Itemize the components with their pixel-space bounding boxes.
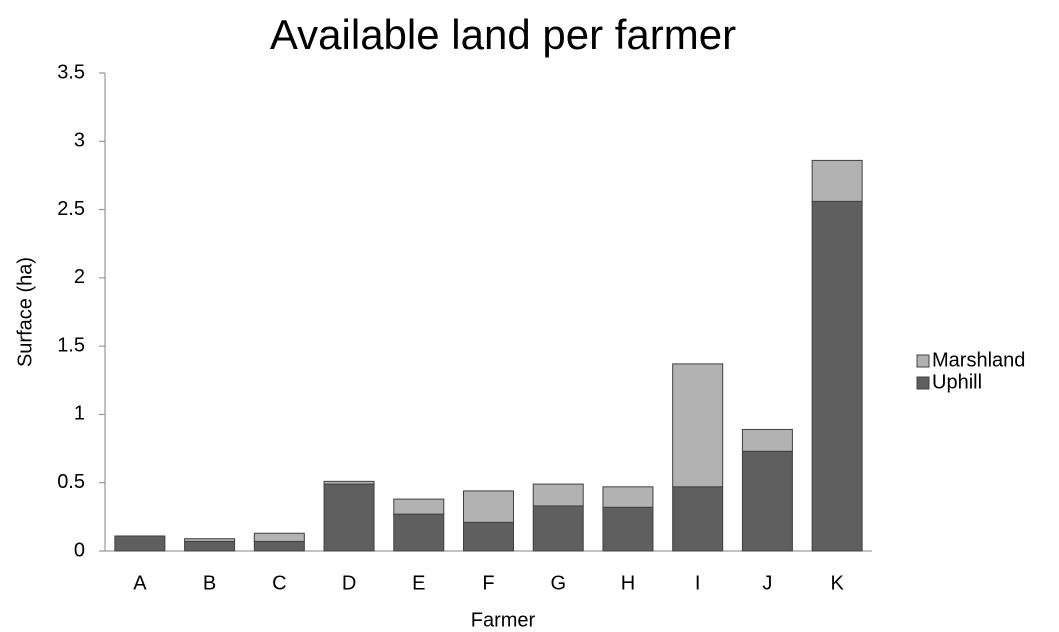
x-tick-label: C	[272, 572, 286, 594]
y-axis-label: Surface (ha)	[14, 257, 36, 367]
x-tick-label: J	[762, 572, 772, 594]
bar-segment	[323, 483, 375, 552]
bar-segment	[184, 538, 236, 542]
y-tick-label: 2.5	[57, 198, 85, 220]
bar-segment	[323, 480, 375, 485]
bar-segment	[114, 535, 166, 552]
x-tick-label: F	[482, 572, 494, 594]
x-tick-label: E	[412, 572, 425, 594]
bar-segment	[602, 506, 654, 552]
x-tick-label: D	[342, 572, 356, 594]
legend-label: Marshland	[932, 349, 1025, 371]
bar-segment	[253, 540, 305, 552]
bar-segment	[741, 450, 793, 552]
bar-segment	[672, 486, 724, 552]
y-tick-label: 2	[74, 266, 85, 288]
bar-segment	[672, 363, 724, 488]
legend-label: Uphill	[932, 371, 982, 393]
y-tick-label: 0	[74, 539, 85, 561]
bar-segment	[463, 490, 514, 523]
bar-segment	[741, 428, 793, 452]
bar-segment	[532, 505, 584, 552]
legend-swatch	[916, 354, 930, 368]
x-tick-label: A	[133, 572, 147, 594]
x-tick-label: G	[550, 572, 566, 594]
x-tick-label: I	[695, 572, 701, 594]
bar-segment	[532, 483, 584, 507]
x-tick-label: K	[830, 572, 844, 594]
bar-segment	[393, 498, 445, 515]
bar-segment	[811, 159, 863, 202]
x-tick-label: H	[621, 572, 635, 594]
y-tick-label: 3	[74, 130, 85, 152]
chart-title: Available land per farmer	[270, 11, 736, 58]
y-tick-label: 1	[74, 403, 85, 425]
bar-segment	[811, 200, 863, 552]
y-tick-label: 3.5	[57, 61, 85, 83]
y-tick-label: 1.5	[57, 334, 85, 356]
x-axis-label: Farmer	[471, 609, 536, 631]
bar-segment	[253, 532, 305, 542]
bar-segment	[463, 521, 514, 552]
bar-segment	[184, 540, 236, 552]
bar-segment	[602, 486, 654, 508]
x-tick-label: B	[203, 572, 216, 594]
y-tick-label: 0.5	[57, 471, 85, 493]
bar-segment	[393, 513, 445, 552]
legend-swatch	[916, 376, 930, 390]
